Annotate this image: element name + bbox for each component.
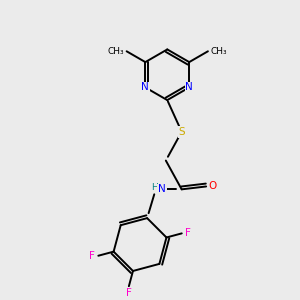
Text: F: F: [126, 288, 132, 298]
Text: O: O: [208, 182, 217, 191]
Text: F: F: [185, 228, 191, 239]
Text: N: N: [158, 184, 166, 194]
Text: H: H: [151, 183, 158, 192]
Text: N: N: [185, 82, 193, 92]
Text: F: F: [89, 251, 95, 261]
Text: S: S: [178, 127, 185, 137]
Text: CH₃: CH₃: [211, 47, 227, 56]
Text: CH₃: CH₃: [107, 47, 124, 56]
Text: N: N: [142, 82, 149, 92]
